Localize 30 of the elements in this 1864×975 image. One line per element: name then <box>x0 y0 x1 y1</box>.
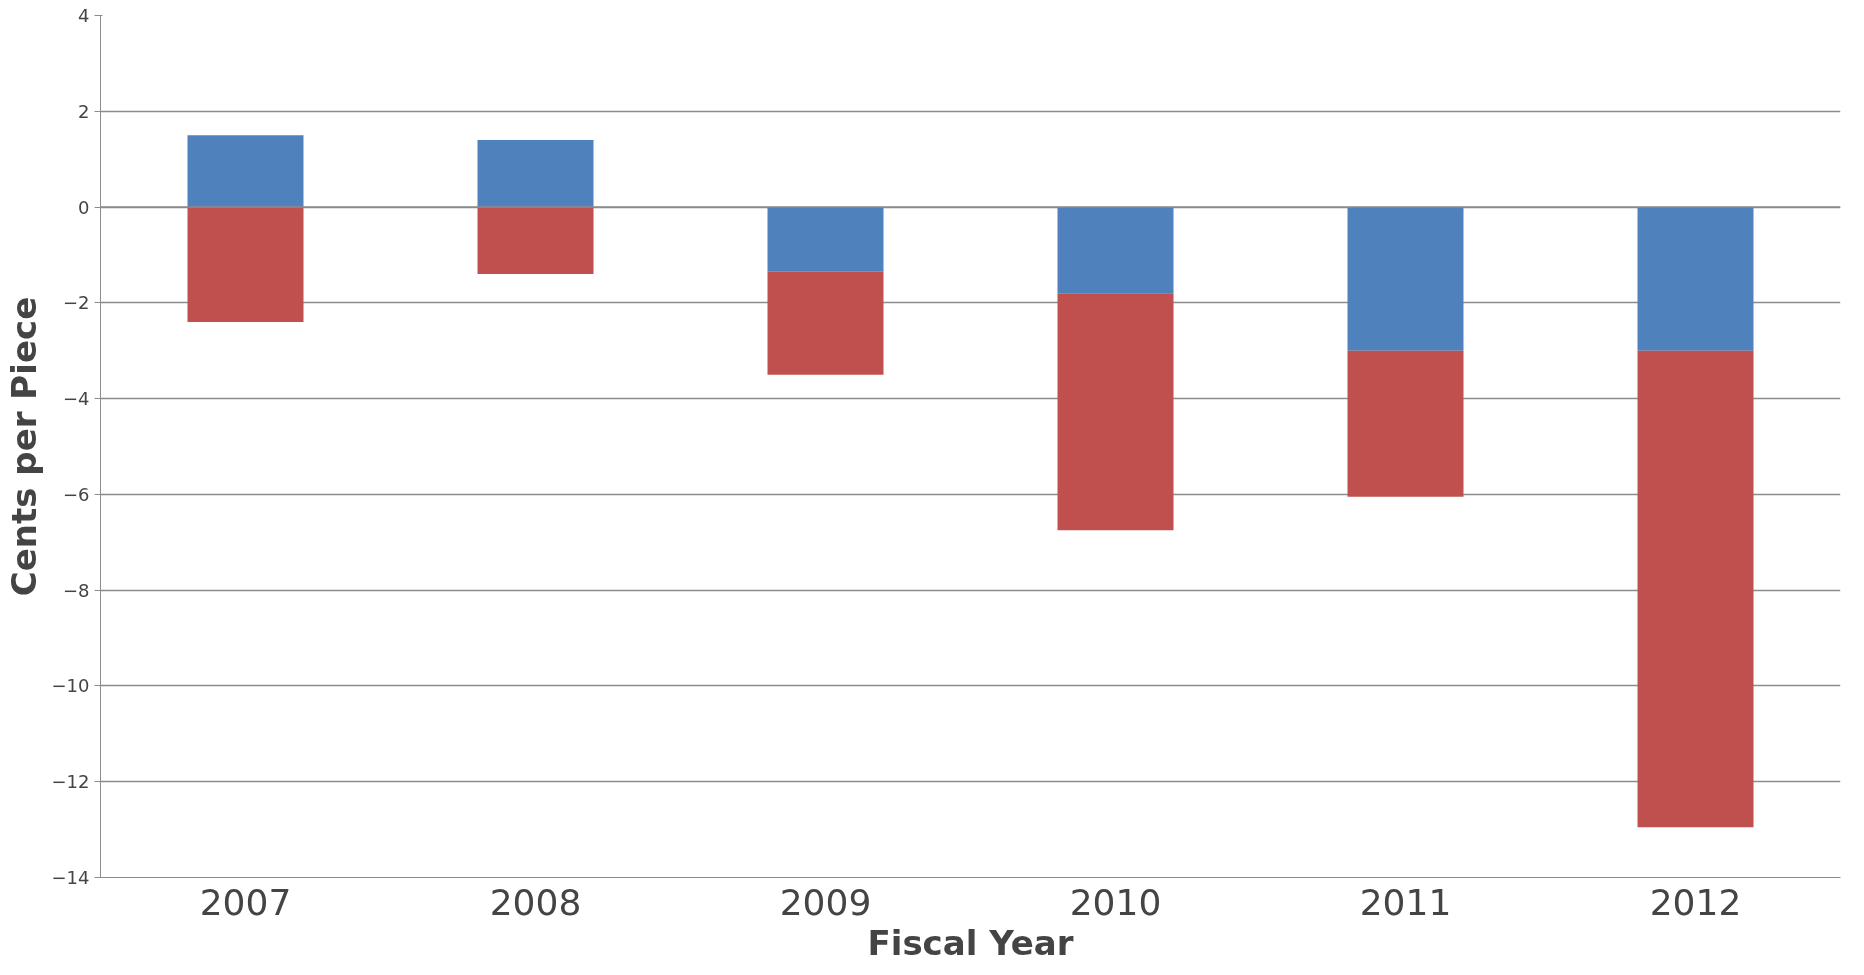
bar <box>1347 350 1464 497</box>
x-tick-label: 2009 <box>779 881 872 923</box>
bar <box>477 140 594 208</box>
bar <box>187 207 304 322</box>
y-tick-label: −14 <box>51 867 90 888</box>
y-tick-label: −10 <box>51 675 90 697</box>
bar <box>1057 293 1174 531</box>
y-tick-label: 4 <box>78 5 90 26</box>
bar <box>767 271 884 375</box>
x-axis-title: Fiscal Year <box>867 922 1074 963</box>
y-tick-label: 2 <box>78 100 90 122</box>
bar <box>477 207 594 275</box>
x-tick-label: 2011 <box>1359 881 1452 923</box>
y-tick-label: −6 <box>62 483 90 505</box>
x-tick-label: 2012 <box>1649 881 1742 923</box>
y-axis-title: Cents per Piece <box>3 296 44 597</box>
bar <box>1637 350 1754 828</box>
x-tick-label: 2010 <box>1069 881 1162 923</box>
bar <box>767 207 884 272</box>
bar <box>1347 207 1464 351</box>
x-tick-label: 2008 <box>489 881 582 923</box>
x-tick-label: 2007 <box>199 881 292 923</box>
bar <box>1637 207 1754 351</box>
y-tick-label: 0 <box>78 196 90 218</box>
bar <box>1057 207 1174 294</box>
y-tick-label: −12 <box>51 771 90 793</box>
y-tick-label: −8 <box>62 579 90 601</box>
bar <box>187 135 304 208</box>
y-tick-label: −4 <box>62 388 90 410</box>
y-tick-label: −2 <box>62 292 90 314</box>
